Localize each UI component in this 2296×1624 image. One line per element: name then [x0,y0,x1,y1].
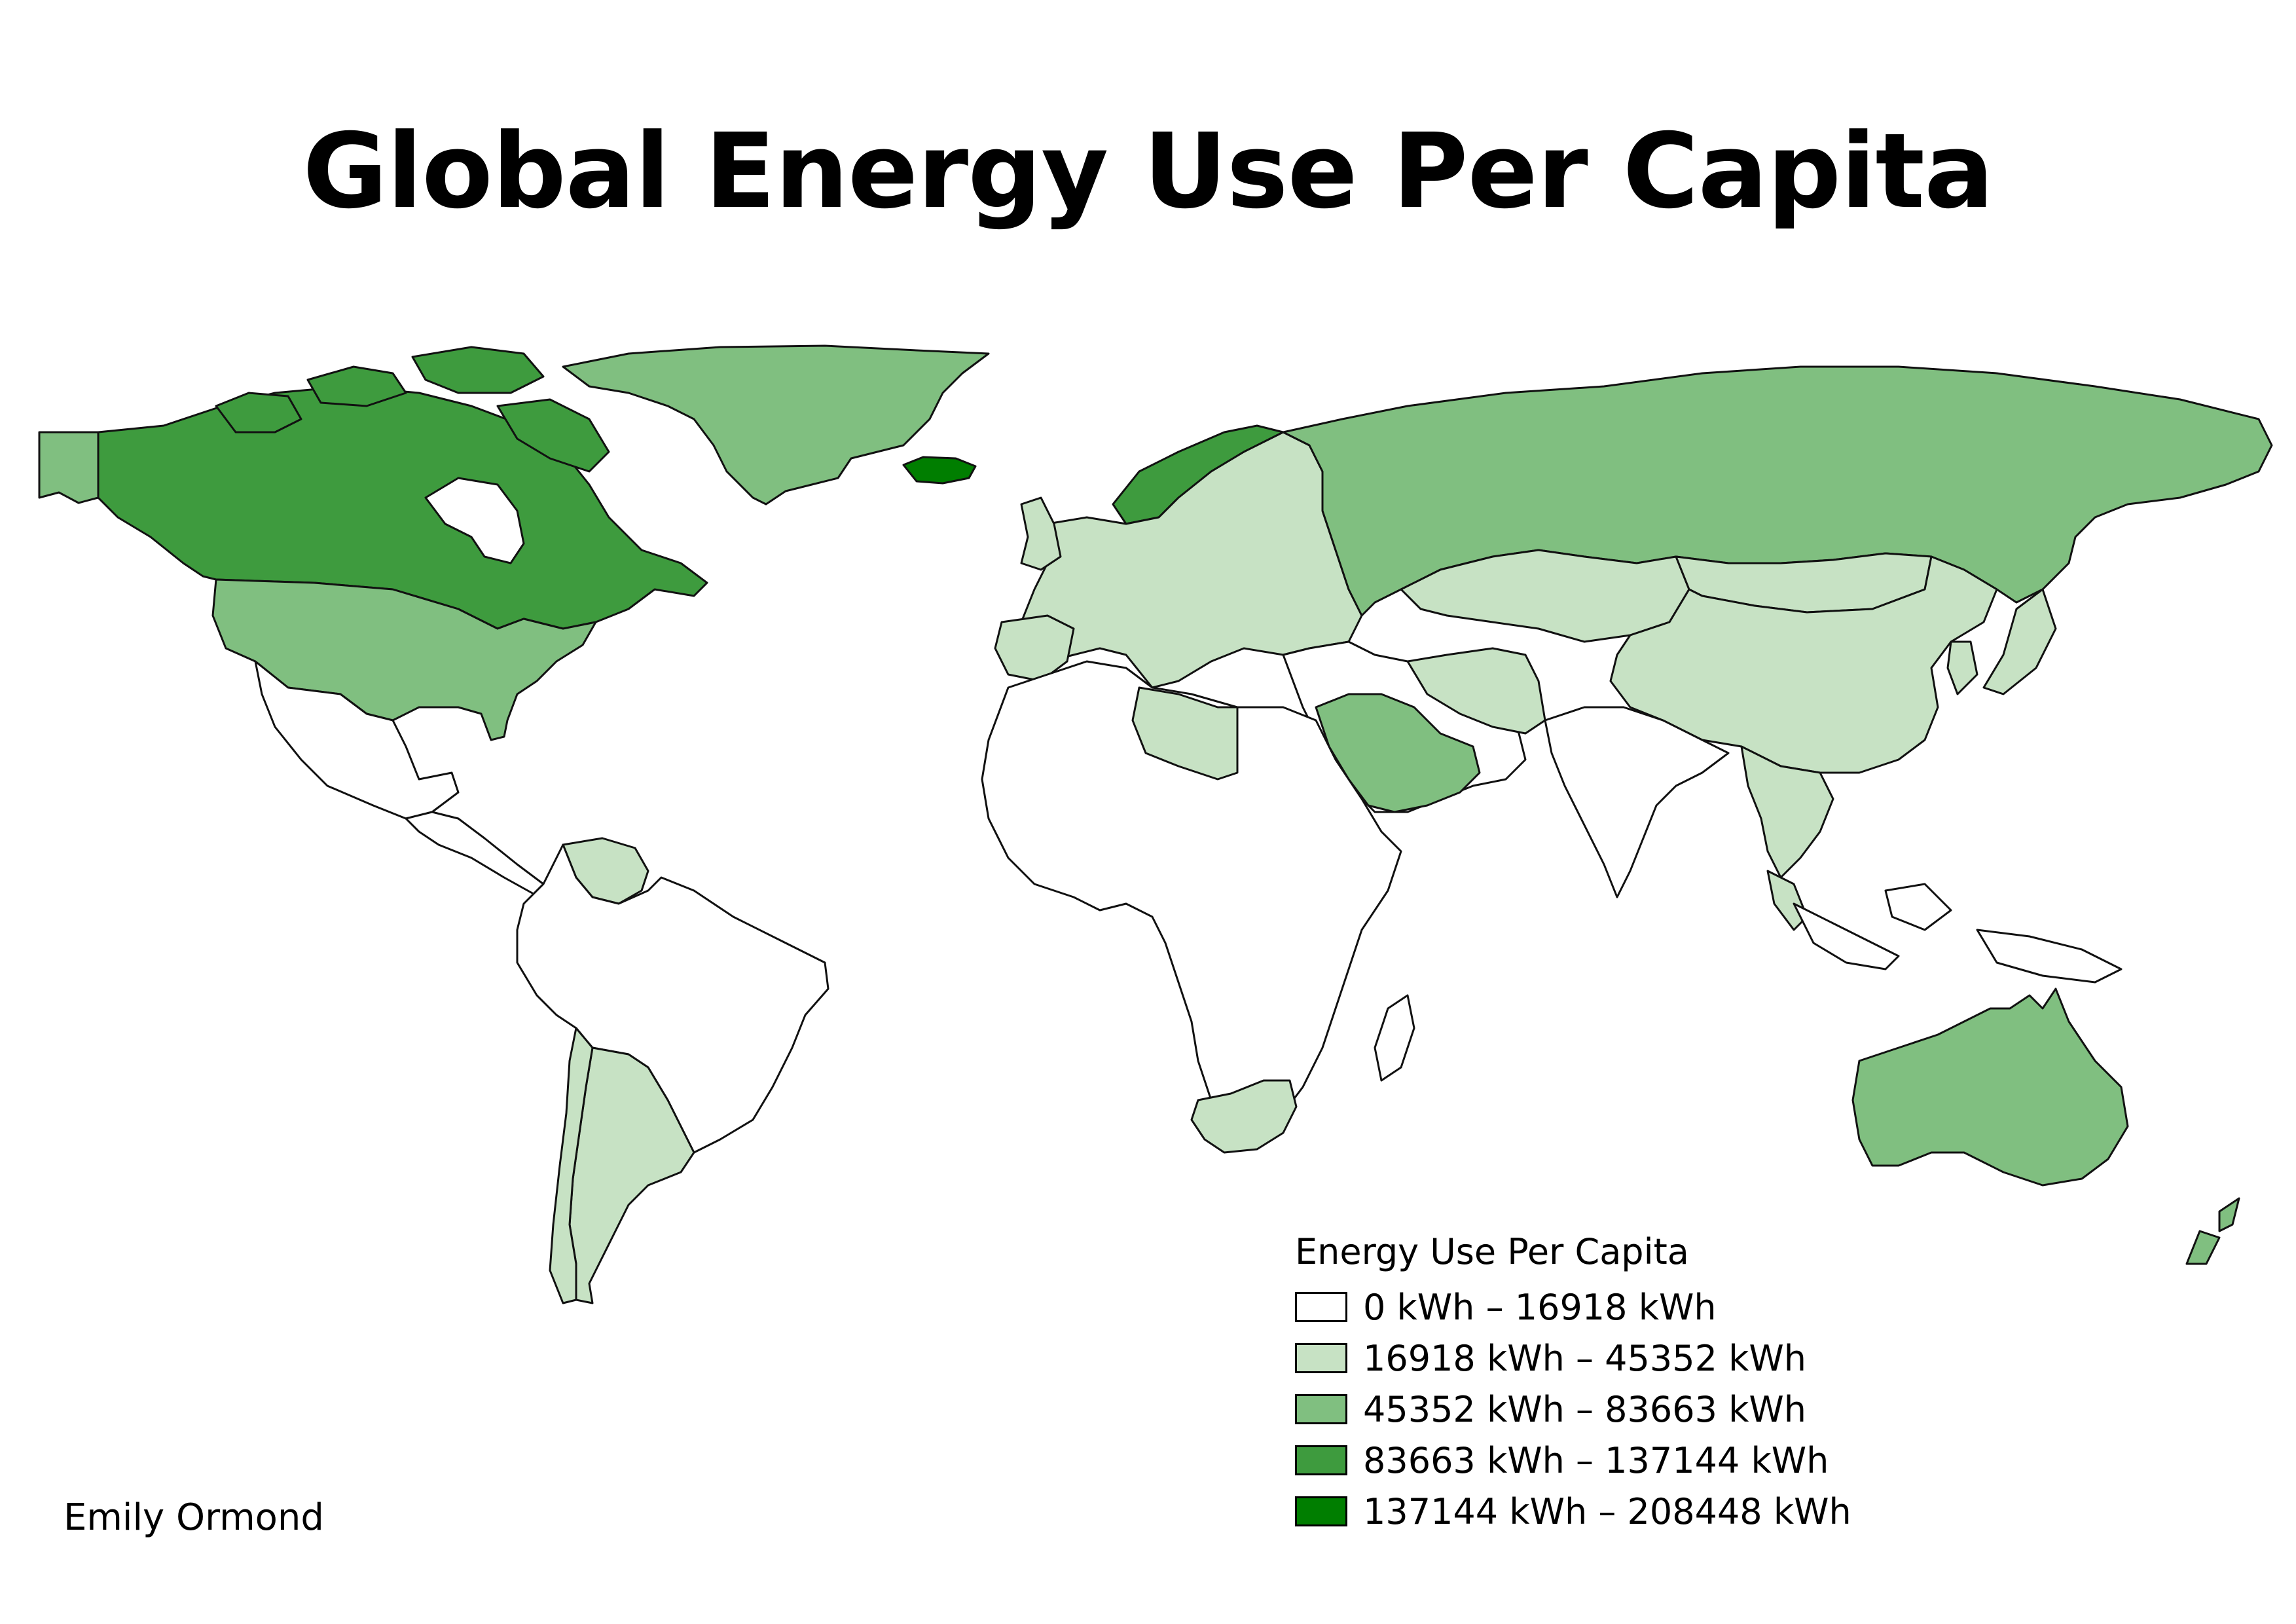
legend-swatch [1295,1394,1347,1424]
legend-item: 137144 kWh – 208448 kWh [1295,1486,1851,1537]
region-southeast-asia [1740,745,1834,931]
region-greenland [562,344,990,506]
region-central-america [405,811,545,895]
legend-item: 16918 kWh – 45352 kWh [1295,1333,1851,1384]
region-new-zealand [2185,1197,2240,1265]
legend-label: 45352 kWh – 83663 kWh [1363,1388,1807,1430]
region-mexico [254,660,460,820]
legend-title: Energy Use Per Capita [1295,1231,1689,1272]
map-title: Global Energy Use Per Capita [302,111,1994,232]
legend-swatch [1295,1496,1347,1526]
region-chile [549,1027,594,1304]
legend: Energy Use Per Capita 0 kWh – 16918 kWh … [1295,1231,1851,1537]
region-south-africa [1190,1079,1298,1154]
legend-label: 16918 kWh – 45352 kWh [1363,1337,1807,1379]
region-uk [1020,496,1062,571]
legend-swatch [1295,1343,1347,1373]
region-south-america [516,843,829,1154]
region-alaska [38,431,100,504]
region-madagascar [1374,994,1415,1082]
region-iberia [994,614,1075,682]
region-india [1544,706,1730,898]
region-australia [1851,987,2129,1187]
region-russia [1282,365,2273,617]
legend-label: 83663 kWh – 137144 kWh [1363,1439,1829,1481]
legend-label: 0 kWh – 16918 kWh [1363,1286,1717,1328]
region-korea-japan [1946,588,2057,695]
author-credit: Emily Ormond [64,1496,324,1539]
legend-swatch [1295,1292,1347,1322]
legend-item: 0 kWh – 16918 kWh [1295,1282,1851,1333]
legend-item: 45352 kWh – 83663 kWh [1295,1384,1851,1435]
region-libya [1131,686,1239,781]
region-hudson-bay [424,477,525,564]
region-iceland [902,456,977,485]
region-indonesia [1793,883,2123,984]
legend-label: 137144 kWh – 208448 kWh [1363,1490,1851,1532]
region-canada-arctic-islands [215,346,610,473]
legend-swatch [1295,1445,1347,1475]
legend-item: 83663 kWh – 137144 kWh [1295,1435,1851,1486]
